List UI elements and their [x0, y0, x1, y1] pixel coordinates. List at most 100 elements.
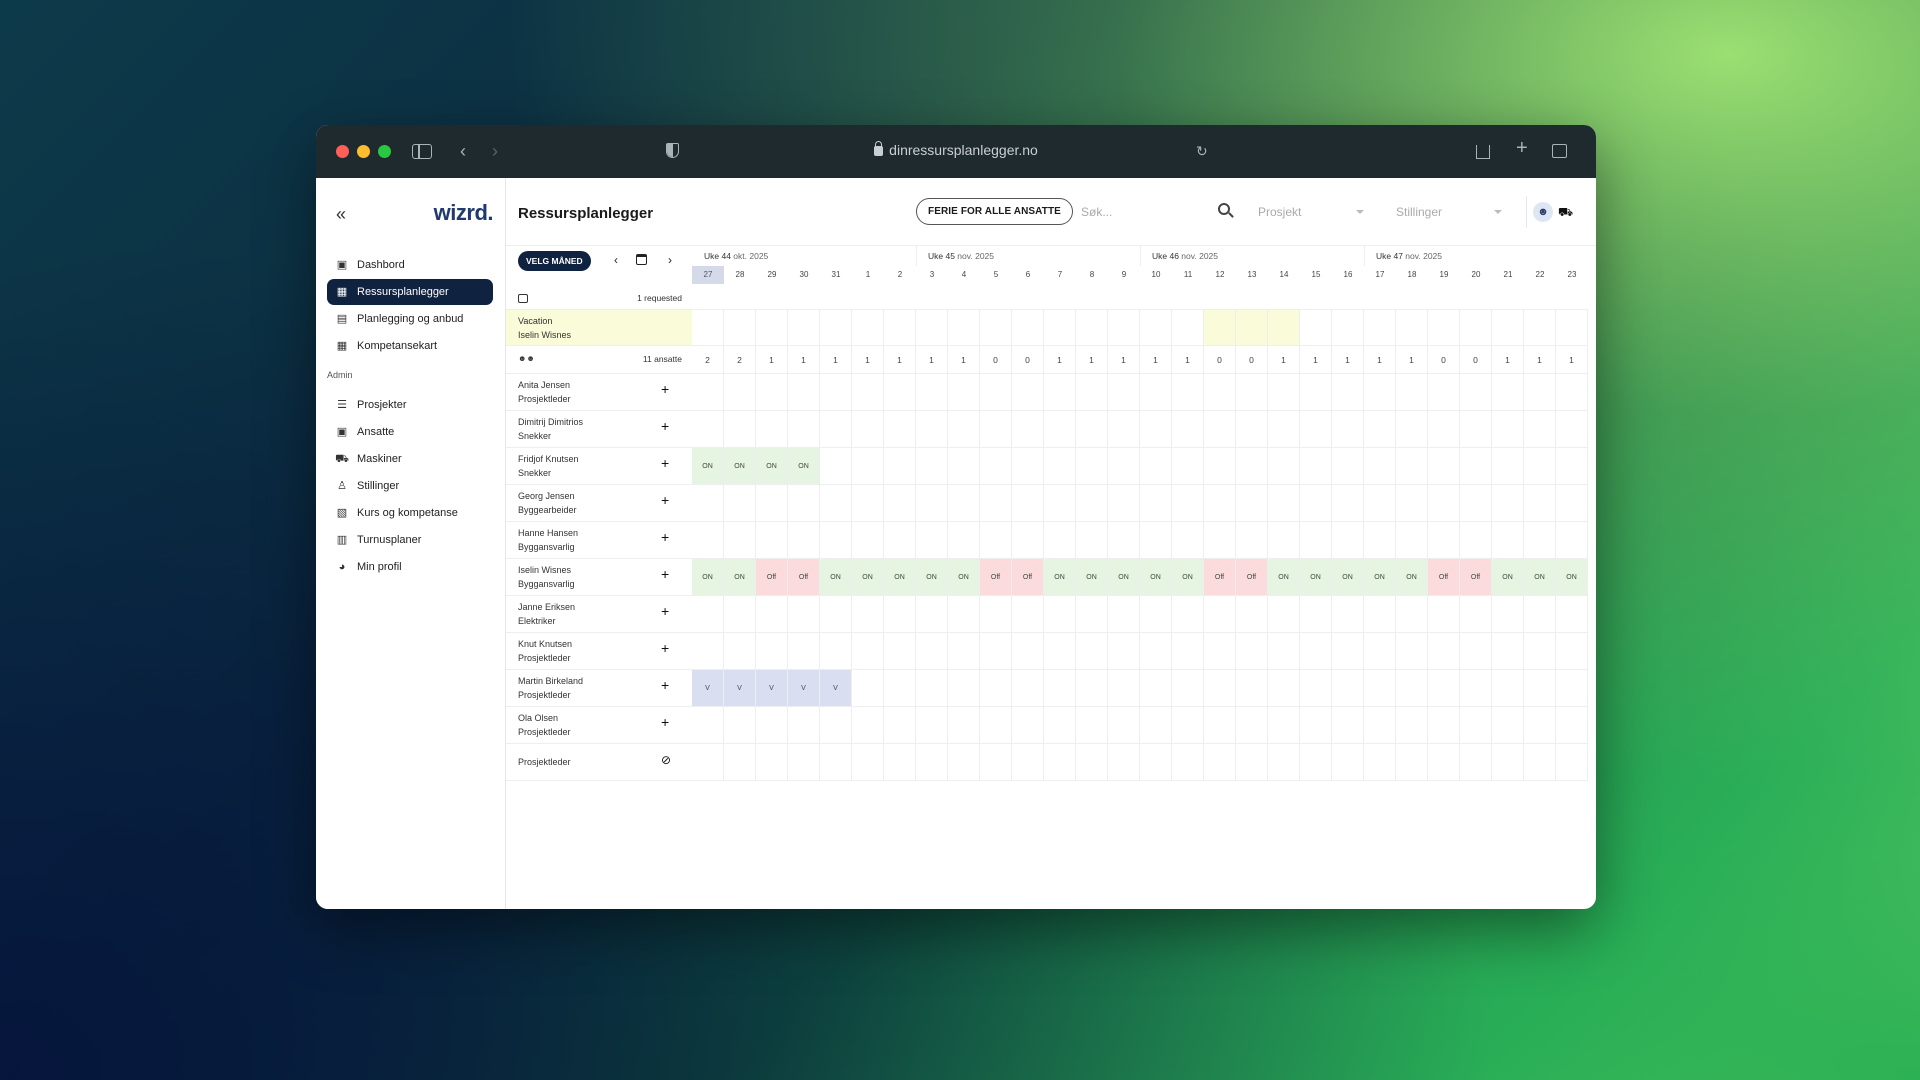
sidebar-item-ansatte[interactable]: ▣ Ansatte [327, 419, 493, 445]
schedule-cell[interactable] [1108, 670, 1140, 707]
schedule-cell[interactable] [948, 744, 980, 781]
schedule-cell[interactable] [1396, 448, 1428, 485]
schedule-cell[interactable] [1524, 744, 1556, 781]
schedule-cell[interactable] [1524, 596, 1556, 633]
schedule-cell[interactable] [756, 374, 788, 411]
schedule-cell[interactable] [788, 411, 820, 448]
schedule-cell[interactable] [692, 707, 724, 744]
schedule-cell[interactable] [1332, 633, 1364, 670]
schedule-cell[interactable]: ON [1492, 559, 1524, 596]
schedule-cell[interactable] [1236, 448, 1268, 485]
schedule-cell[interactable] [1300, 522, 1332, 559]
sidebar-item-turnusplaner[interactable]: ▥ Turnusplaner [327, 527, 493, 553]
schedule-cell[interactable] [1332, 485, 1364, 522]
schedule-cell[interactable] [1108, 744, 1140, 781]
schedule-cell[interactable] [1204, 744, 1236, 781]
schedule-cell[interactable] [884, 670, 916, 707]
schedule-cell[interactable] [1076, 522, 1108, 559]
schedule-cell[interactable] [1492, 374, 1524, 411]
schedule-cell[interactable]: ON [820, 559, 852, 596]
schedule-cell[interactable] [1364, 596, 1396, 633]
schedule-cell[interactable]: ON [1140, 559, 1172, 596]
schedule-cell[interactable] [820, 448, 852, 485]
schedule-cell[interactable] [1108, 633, 1140, 670]
schedule-cell[interactable] [788, 485, 820, 522]
schedule-cell[interactable] [692, 411, 724, 448]
schedule-cell[interactable] [724, 485, 756, 522]
schedule-cell[interactable] [1396, 596, 1428, 633]
schedule-cell[interactable] [724, 411, 756, 448]
schedule-cell[interactable] [820, 411, 852, 448]
schedule-cell[interactable] [1300, 744, 1332, 781]
schedule-cell[interactable] [916, 596, 948, 633]
schedule-cell[interactable]: Off [1204, 559, 1236, 596]
schedule-cell[interactable] [1300, 670, 1332, 707]
schedule-cell[interactable] [788, 744, 820, 781]
schedule-cell[interactable] [1332, 744, 1364, 781]
schedule-cell[interactable] [1076, 411, 1108, 448]
schedule-cell[interactable]: ON [948, 559, 980, 596]
schedule-cell[interactable] [1556, 411, 1588, 448]
new-tab-icon[interactable]: + [1516, 137, 1528, 159]
schedule-cell[interactable] [692, 485, 724, 522]
schedule-cell[interactable] [1428, 374, 1460, 411]
schedule-cell[interactable] [1556, 485, 1588, 522]
schedule-cell[interactable] [724, 374, 756, 411]
schedule-cell[interactable] [724, 744, 756, 781]
schedule-cell[interactable] [1172, 670, 1204, 707]
people-view-icon[interactable]: ☻ [1533, 202, 1553, 222]
schedule-cell[interactable] [1172, 448, 1204, 485]
schedule-cell[interactable] [1460, 374, 1492, 411]
schedule-cell[interactable] [948, 411, 980, 448]
schedule-cell[interactable] [1268, 411, 1300, 448]
sidebar-item-stillinger[interactable]: ♙ Stillinger [327, 473, 493, 499]
schedule-cell[interactable] [852, 485, 884, 522]
schedule-cell[interactable] [756, 596, 788, 633]
sidebar-item-maskiner[interactable]: ⛟ Maskiner [327, 446, 493, 472]
schedule-cell[interactable] [1204, 522, 1236, 559]
schedule-cell[interactable] [1396, 670, 1428, 707]
schedule-cell[interactable] [1364, 374, 1396, 411]
schedule-cell[interactable] [1300, 411, 1332, 448]
schedule-cell[interactable]: ON [1172, 559, 1204, 596]
schedule-cell[interactable] [1108, 596, 1140, 633]
schedule-cell[interactable] [948, 485, 980, 522]
schedule-cell[interactable] [756, 485, 788, 522]
schedule-cell[interactable] [980, 596, 1012, 633]
schedule-cell[interactable] [1492, 596, 1524, 633]
add-assignment-icon[interactable]: + [661, 418, 670, 434]
schedule-cell[interactable] [692, 633, 724, 670]
schedule-cell[interactable]: Off [1012, 559, 1044, 596]
schedule-cell[interactable] [1460, 596, 1492, 633]
schedule-cell[interactable] [948, 707, 980, 744]
schedule-cell[interactable] [1492, 411, 1524, 448]
schedule-cell[interactable] [1012, 633, 1044, 670]
schedule-cell[interactable] [884, 411, 916, 448]
add-assignment-icon[interactable]: + [661, 640, 670, 656]
schedule-cell[interactable] [1396, 633, 1428, 670]
schedule-cell[interactable] [1044, 596, 1076, 633]
schedule-cell[interactable] [756, 522, 788, 559]
schedule-cell[interactable]: ON [916, 559, 948, 596]
employee-name[interactable]: Dimitrij Dimitrios Snekker [518, 415, 583, 443]
schedule-cell[interactable]: Off [1460, 559, 1492, 596]
schedule-cell[interactable] [1204, 374, 1236, 411]
schedule-cell[interactable]: ON [884, 559, 916, 596]
sidebar-item-ressursplanlegger[interactable]: ▦ Ressursplanlegger [327, 279, 493, 305]
employee-name[interactable]: Iselin Wisnes Byggansvarlig [518, 563, 575, 591]
schedule-cell[interactable] [1204, 670, 1236, 707]
schedule-cell[interactable] [1044, 411, 1076, 448]
schedule-cell[interactable] [1108, 374, 1140, 411]
schedule-cell[interactable] [820, 744, 852, 781]
address-bar[interactable]: dinressursplanlegger.no [316, 141, 1596, 158]
schedule-cell[interactable] [1140, 522, 1172, 559]
schedule-cell[interactable]: Off [1428, 559, 1460, 596]
schedule-cell[interactable]: ON [692, 448, 724, 485]
schedule-cell[interactable] [1236, 744, 1268, 781]
schedule-cell[interactable] [1428, 707, 1460, 744]
schedule-cell[interactable] [756, 744, 788, 781]
schedule-cell[interactable] [1332, 448, 1364, 485]
schedule-cell[interactable]: ON [1076, 559, 1108, 596]
schedule-cell[interactable] [1460, 633, 1492, 670]
sidebar-item-prosjekter[interactable]: ☰ Prosjekter [327, 392, 493, 418]
